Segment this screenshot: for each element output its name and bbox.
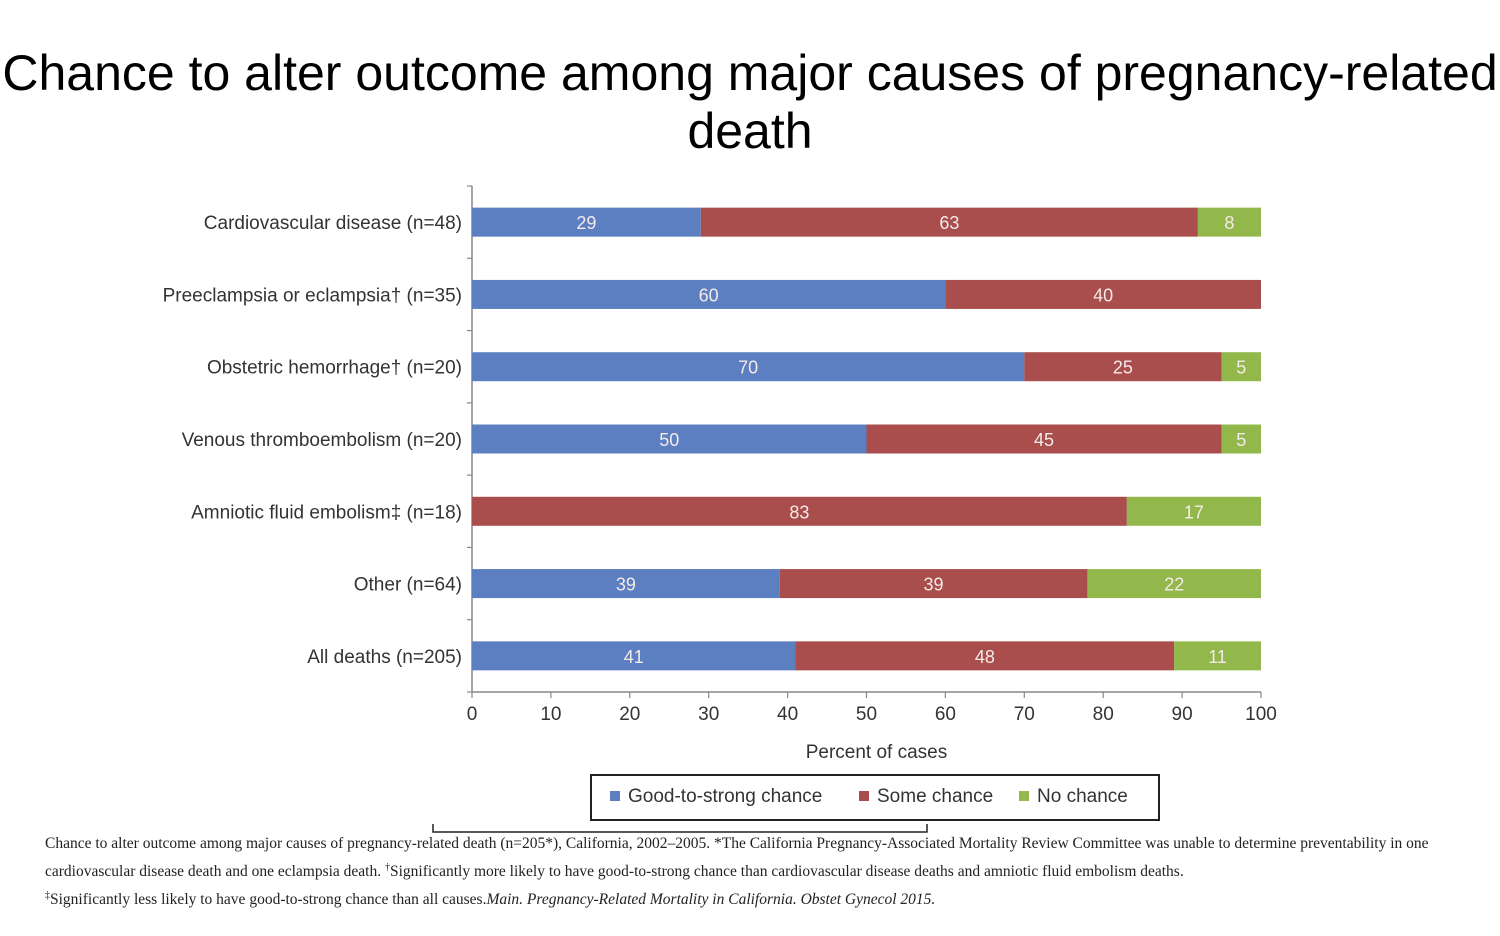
bar-segment <box>866 424 1222 454</box>
x-tick-label: 70 <box>1014 704 1035 725</box>
caption-source: Main. Pregnancy-Related Mortality in Cal… <box>486 891 936 909</box>
data-label: 45 <box>1034 430 1054 450</box>
data-label: 39 <box>924 575 944 595</box>
x-tick-label: 50 <box>856 704 877 725</box>
legend-label: Some chance <box>877 786 993 807</box>
x-tick-label: 60 <box>935 704 956 725</box>
bar-segment <box>1126 496 1261 526</box>
double-dagger-mark: ‡ <box>45 890 50 902</box>
bar-segment <box>945 279 1261 309</box>
caption-text: Significantly more likely to have good-t… <box>390 863 1184 881</box>
data-label: 48 <box>975 647 995 667</box>
data-label: 63 <box>939 213 959 233</box>
category-label: All deaths (n=205) <box>307 647 462 668</box>
bar-segment <box>472 424 867 454</box>
data-label: 41 <box>624 647 644 667</box>
legend-swatch <box>610 791 620 801</box>
data-label: 17 <box>1184 502 1204 522</box>
bar-segment <box>472 207 701 237</box>
bar-segment <box>472 279 946 309</box>
bar-segment <box>1174 641 1261 671</box>
bar-segment <box>472 352 1025 382</box>
bar-segment <box>1024 352 1222 382</box>
data-label: 22 <box>1164 575 1184 595</box>
x-tick-label: 100 <box>1245 704 1277 725</box>
data-label: 60 <box>699 285 719 305</box>
bar-segment <box>472 569 780 599</box>
legend-label: Good-to-strong chance <box>628 786 822 807</box>
bar-segment <box>779 569 1088 599</box>
category-label: Preeclampsia or eclampsia† (n=35) <box>163 285 462 306</box>
x-tick-label: 20 <box>619 704 640 725</box>
dagger-mark: † <box>385 862 390 873</box>
data-label: 29 <box>576 213 596 233</box>
x-tick-label: 0 <box>467 704 478 725</box>
data-label: 83 <box>789 502 809 522</box>
x-axis-title: Percent of cases <box>806 742 948 763</box>
legend-swatch <box>1019 791 1029 801</box>
data-label: 8 <box>1224 213 1234 233</box>
figure-caption: Chance to alter outcome among major caus… <box>45 832 1485 912</box>
chart-title: Chance to alter outcome among major caus… <box>2 45 1498 159</box>
bar-segment <box>1221 352 1261 382</box>
data-label: 5 <box>1236 430 1246 450</box>
legend-box <box>590 774 1160 821</box>
legend-swatch <box>859 791 869 801</box>
bar-segment <box>795 641 1175 671</box>
data-label: 5 <box>1236 358 1246 378</box>
category-label: Venous thromboembolism (n=20) <box>182 430 462 451</box>
data-label: 70 <box>738 358 758 378</box>
category-label: Amniotic fluid embolism‡ (n=18) <box>191 502 462 523</box>
x-tick-label: 40 <box>777 704 798 725</box>
caption-bracket <box>432 824 928 833</box>
bar-segment <box>700 207 1198 237</box>
data-label: 40 <box>1093 285 1113 305</box>
x-tick-label: 80 <box>1093 704 1114 725</box>
legend-label: No chance <box>1037 786 1128 807</box>
data-label: 25 <box>1113 358 1133 378</box>
x-tick-label: 90 <box>1172 704 1193 725</box>
bar-segment <box>1087 569 1261 599</box>
bar-segment <box>1221 424 1261 454</box>
bar-segment <box>472 641 796 671</box>
data-label: 11 <box>1208 647 1227 667</box>
data-label: 50 <box>659 430 679 450</box>
category-label: Other (n=64) <box>354 575 462 596</box>
category-label: Obstetric hemorrhage† (n=20) <box>207 358 462 379</box>
data-label: 39 <box>616 575 636 595</box>
bar-segment <box>472 496 1127 526</box>
caption-text: Chance to alter outcome among major caus… <box>45 835 1429 881</box>
caption-text: Significantly less likely to have good-t… <box>50 891 487 909</box>
x-tick-label: 10 <box>540 704 561 725</box>
bar-segment <box>1197 207 1261 237</box>
x-tick-label: 30 <box>698 704 719 725</box>
category-label: Cardiovascular disease (n=48) <box>204 213 462 234</box>
